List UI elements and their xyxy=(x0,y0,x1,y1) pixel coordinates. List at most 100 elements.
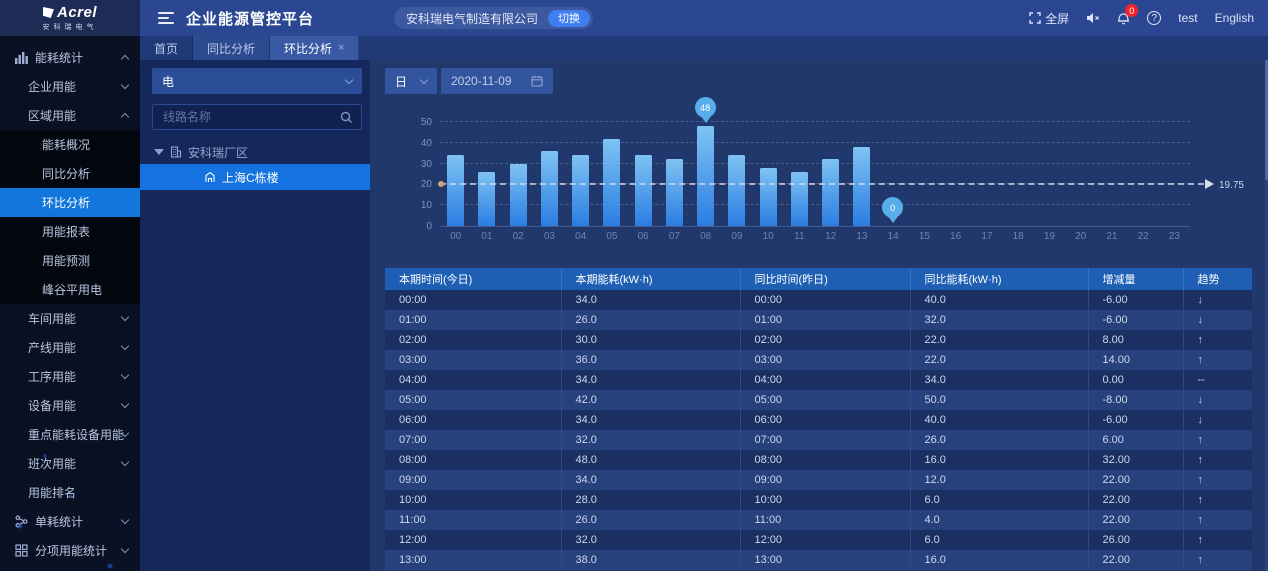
x-axis-tick: 05 xyxy=(606,231,618,242)
building-icon xyxy=(205,171,215,182)
table-cell: 03:00 xyxy=(385,350,562,370)
tab-2[interactable]: 环比分析 × xyxy=(270,36,360,60)
max-value-marker: 48 xyxy=(694,97,717,124)
sidebar-item-label: 单耗统计 xyxy=(35,515,84,529)
chart-bar[interactable] xyxy=(697,126,715,226)
average-line-arrow-icon xyxy=(1205,178,1214,189)
chart-bar[interactable] xyxy=(822,159,840,226)
chart-bar[interactable] xyxy=(603,138,621,226)
tree-root-label: 安科瑞厂区 xyxy=(188,145,249,160)
sidebar-item[interactable]: 企业用能 xyxy=(0,72,140,101)
chart-bar[interactable] xyxy=(759,167,777,226)
sidebar-item[interactable]: 同比分析 xyxy=(0,159,140,188)
x-axis-tick: 16 xyxy=(950,231,962,242)
sidebar-item[interactable]: 能耗概况 xyxy=(0,130,140,159)
sidebar-item[interactable]: 产线用能 xyxy=(0,333,140,362)
sidebar-item[interactable]: 能耗统计 xyxy=(0,43,140,72)
gridline xyxy=(440,141,1190,143)
sidebar-item[interactable]: 峰谷平用电 xyxy=(0,275,140,304)
x-axis-tick: 03 xyxy=(543,231,555,242)
table-cell: 01:00 xyxy=(740,310,911,330)
table-cell: 05:00 xyxy=(385,390,562,410)
chart-bar[interactable] xyxy=(728,155,746,226)
table-cell: 22.00 xyxy=(1088,470,1184,490)
chart-bar[interactable] xyxy=(447,155,465,226)
table-row: 11:00 26.0 11:00 4.0 22.00 ↑ xyxy=(385,510,1252,530)
table-cell: 8.00 xyxy=(1088,330,1184,350)
sidebar-item[interactable]: 设备用能 xyxy=(0,391,140,420)
sidebar-item[interactable]: 重点能耗设备用能 xyxy=(0,420,140,449)
chart-bar[interactable] xyxy=(509,163,527,226)
tab-1[interactable]: 同比分析 xyxy=(193,36,271,60)
search-icon[interactable] xyxy=(340,111,353,124)
chart-bar[interactable] xyxy=(665,159,683,226)
sidebar-item[interactable]: 用能排名 xyxy=(0,478,140,507)
chart-bar[interactable] xyxy=(572,155,590,226)
share-icon xyxy=(14,515,28,528)
user-menu[interactable]: test xyxy=(1178,11,1197,25)
x-axis-tick: 19 xyxy=(1043,231,1055,242)
sidebar-item-label: 工序用能 xyxy=(28,370,77,384)
energy-type-select[interactable]: 电 xyxy=(152,68,362,94)
trend-up-icon: ↑ xyxy=(1183,550,1252,570)
language-switch[interactable]: English xyxy=(1215,11,1254,25)
sidebar-item-label: 分项用能统计 xyxy=(35,544,108,558)
table-cell: 36.0 xyxy=(561,350,741,370)
table-row: 06:00 34.0 06:00 40.0 -6.00 ↓ xyxy=(385,410,1252,430)
line-search-input[interactable] xyxy=(161,109,340,125)
notification-badge: 0 xyxy=(1125,4,1139,17)
x-axis-tick: 02 xyxy=(512,231,524,242)
x-axis-tick: 06 xyxy=(637,231,649,242)
sidebar-item[interactable]: 区域用能 xyxy=(0,101,140,130)
chart-bar[interactable] xyxy=(478,171,496,226)
vertical-scrollbar[interactable] xyxy=(1265,60,1268,571)
sidebar-item-label: 峰谷平用电 xyxy=(42,283,103,297)
sidebar-item[interactable]: 用能预测 xyxy=(0,246,140,275)
table-cell: 48.0 xyxy=(561,450,741,470)
x-axis-tick: 18 xyxy=(1012,231,1024,242)
sidebar-item[interactable]: 单耗统计 xyxy=(0,507,140,536)
period-select[interactable]: 日 xyxy=(385,68,437,94)
chart-bar[interactable] xyxy=(540,151,558,226)
tree-root-node[interactable]: 安科瑞厂区 xyxy=(140,140,370,164)
mute-button[interactable] xyxy=(1086,12,1100,24)
x-axis-tick: 14 xyxy=(887,231,899,242)
table-cell: 09:00 xyxy=(385,470,562,490)
date-picker[interactable]: 2020-11-09 xyxy=(441,68,553,94)
chart-bar[interactable] xyxy=(634,155,652,226)
fullscreen-button[interactable]: 全屏 xyxy=(1029,10,1069,27)
chevron-down-icon xyxy=(120,80,130,90)
notifications-button[interactable]: 0 xyxy=(1117,4,1139,25)
trend-up-icon: ↑ xyxy=(1183,470,1252,490)
tab-close-icon[interactable]: × xyxy=(338,41,345,54)
table-cell: 6.0 xyxy=(910,490,1089,510)
sidebar-item[interactable]: 工序用能 xyxy=(0,362,140,391)
chevron-down-icon xyxy=(120,544,130,554)
sidebar-item[interactable]: 车间用能 xyxy=(0,304,140,333)
tree-node-selected[interactable]: 上海C栋楼 xyxy=(140,164,370,190)
tree-expand-icon[interactable] xyxy=(154,149,164,155)
tab-label: 首页 xyxy=(154,41,179,56)
menu-collapse-icon[interactable] xyxy=(158,12,174,24)
table-cell: 32.00 xyxy=(1088,450,1184,470)
table-cell: 12.0 xyxy=(910,470,1089,490)
table-row: 02:00 30.0 02:00 22.0 8.00 ↑ xyxy=(385,330,1252,350)
sidebar-item[interactable]: 班次用能 xyxy=(0,449,140,478)
sidebar-item[interactable]: 用能报表 xyxy=(0,217,140,246)
chevron-down-icon xyxy=(120,515,130,525)
sidebar-item[interactable]: 环比分析 xyxy=(0,188,140,217)
switch-company-button[interactable]: 切换 xyxy=(548,9,591,27)
table-cell: 10:00 xyxy=(740,490,911,510)
table-cell: 00:00 xyxy=(385,290,562,310)
tab-label: 同比分析 xyxy=(207,41,256,56)
tab-0[interactable]: 首页 xyxy=(140,36,194,60)
sidebar-item-label: 能耗概况 xyxy=(42,138,91,152)
sidebar-item[interactable]: 分项用能统计 xyxy=(0,536,140,565)
trend-up-icon: ↑ xyxy=(1183,530,1252,550)
table-cell: 01:00 xyxy=(385,310,562,330)
chart-bar[interactable] xyxy=(853,146,871,226)
chart-bar[interactable] xyxy=(790,171,808,226)
trend-up-icon: ↑ xyxy=(1183,510,1252,530)
company-name: 安科瑞电气制造有限公司 xyxy=(406,11,539,26)
help-button[interactable]: ? xyxy=(1147,11,1162,25)
